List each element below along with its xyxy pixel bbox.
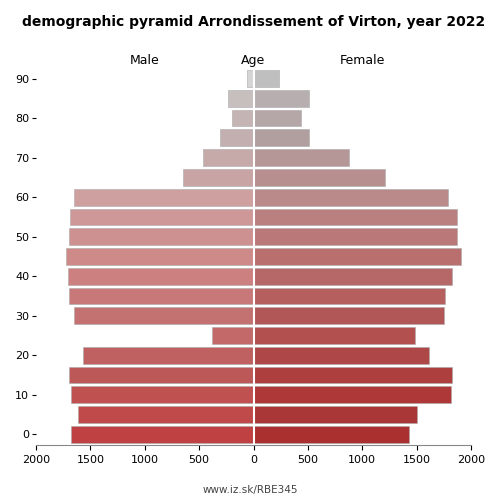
Bar <box>228 90 254 106</box>
Bar <box>72 386 254 404</box>
Bar <box>254 288 445 304</box>
Bar <box>212 327 254 344</box>
Bar <box>254 366 452 384</box>
Bar <box>254 386 452 404</box>
Bar <box>70 208 254 226</box>
Bar <box>74 189 254 206</box>
Bar <box>69 288 254 304</box>
Bar <box>72 426 254 443</box>
Bar <box>254 208 457 226</box>
Bar <box>254 268 452 284</box>
Title: demographic pyramid Arrondissement of Virton, year 2022: demographic pyramid Arrondissement of Vi… <box>22 15 485 29</box>
Bar <box>183 169 254 186</box>
Text: Age: Age <box>242 54 266 67</box>
Text: Female: Female <box>340 54 385 67</box>
Bar <box>78 406 254 423</box>
Bar <box>204 149 254 166</box>
Bar <box>74 308 254 324</box>
Bar <box>254 90 310 106</box>
Bar <box>66 248 254 265</box>
Text: Male: Male <box>130 54 160 67</box>
Bar <box>254 228 457 245</box>
Bar <box>232 110 254 126</box>
Bar <box>254 347 428 364</box>
Bar <box>220 130 254 146</box>
Text: www.iz.sk/RBE345: www.iz.sk/RBE345 <box>202 484 298 494</box>
Bar <box>254 426 409 443</box>
Bar <box>254 189 448 206</box>
Bar <box>254 406 416 423</box>
Bar <box>254 70 279 87</box>
Bar <box>254 169 385 186</box>
Bar <box>254 308 444 324</box>
Bar <box>68 268 254 284</box>
Bar <box>83 347 253 364</box>
Bar <box>68 228 254 245</box>
Bar <box>247 70 254 87</box>
Bar <box>254 130 309 146</box>
Bar <box>254 327 416 344</box>
Bar <box>69 366 254 384</box>
Bar <box>254 110 301 126</box>
Bar <box>254 149 349 166</box>
Bar <box>254 248 460 265</box>
